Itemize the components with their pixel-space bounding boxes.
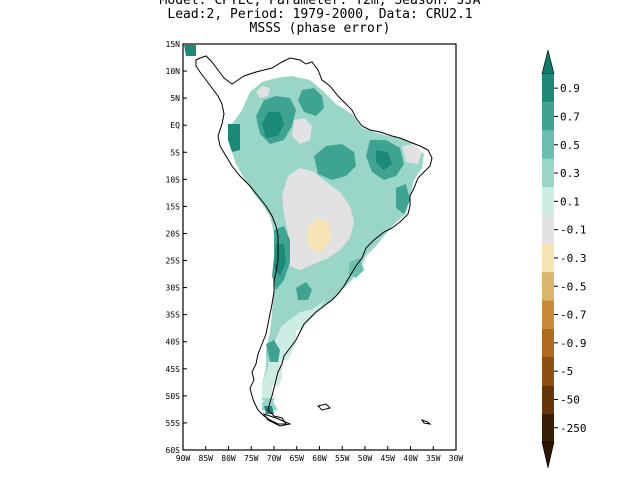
colorbar-segment — [542, 328, 554, 357]
colorbar-label: 0.9 — [560, 82, 580, 95]
field-region-grey-ne — [402, 144, 422, 164]
south-america-coast — [195, 55, 433, 425]
colorbar-label: -0.9 — [560, 337, 587, 350]
lat-tick-label: 25S — [166, 257, 181, 266]
colorbar-segment — [542, 187, 554, 216]
colorbar-label: -0.1 — [560, 224, 587, 237]
colorbar-label: -0.3 — [560, 252, 587, 265]
title-line-3: MSSS (phase error) — [249, 21, 391, 36]
lat-tick-label: 50S — [166, 392, 181, 401]
colorbar-label: 0.1 — [560, 195, 580, 208]
colorbar: 0.9 0.7 0.5 0.3 0.1 -0.1 -0.3 -0.5 -0.7 -0.9 -5 -50… — [541, 49, 587, 468]
missing-data-mask — [296, 330, 314, 344]
colorbar-segment — [542, 413, 554, 442]
title-line-1: Model: CPTEC, Parameter: T2m, Season: JJ… — [159, 0, 481, 8]
field-region-tan-c — [308, 218, 332, 252]
colorbar-label: -50 — [560, 393, 580, 406]
lon-axis: 90W 85W 80W 75W 70W 65W 60W 55W 50W 45W 40W 35W 30W — [176, 446, 464, 463]
lat-tick-label: 15N — [166, 40, 181, 49]
lat-tick-label: 30S — [166, 284, 181, 293]
field-region-mid-se — [396, 184, 410, 214]
lat-tick-label: 10N — [166, 67, 181, 76]
field-region-dark-e — [376, 150, 392, 170]
tierra-del-fuego-coast — [262, 413, 292, 427]
lat-tick-label: 5S — [170, 148, 180, 157]
field-region-tip-dark — [264, 406, 274, 414]
field-region-mid-ss — [296, 282, 312, 300]
field-region-mid-pat — [266, 340, 280, 362]
missing-data-mask — [232, 60, 260, 74]
field-region-grey-n — [292, 118, 312, 144]
lat-axis: 15N 10N 5N EQ 5S 10S 15S 20S 25S 30S 35S 40S 45S 50S 5… — [166, 40, 187, 455]
lat-tick-label: 20S — [166, 229, 181, 238]
missing-data-mask — [282, 360, 296, 378]
lat-tick-label: 60S — [166, 446, 181, 455]
field-region-mid-c — [314, 144, 356, 180]
colorbar-label: -0.5 — [560, 280, 587, 293]
colorbar-top-arrow — [541, 49, 555, 75]
colorbar-segment — [542, 385, 554, 414]
colorbar-segment — [542, 243, 554, 273]
lat-tick-label: 35S — [166, 311, 181, 320]
lon-tick-label: 30W — [449, 454, 464, 463]
colorbar-segment — [542, 158, 554, 188]
field-region-dark-n1 — [262, 112, 284, 138]
lat-tick-label: 5N — [170, 94, 180, 103]
colorbar-segment — [542, 357, 554, 386]
lat-tick-label: EQ — [170, 121, 180, 130]
colorbar-label: -0.7 — [560, 309, 587, 322]
lat-tick-label: 10S — [166, 175, 181, 184]
lon-tick-label: 60W — [312, 454, 327, 463]
colorbar-label: 0.7 — [560, 110, 580, 123]
field-region-dark-w — [228, 124, 240, 152]
colorbar-label: 0.5 — [560, 139, 580, 152]
lon-tick-label: 45W — [381, 454, 396, 463]
colorbar-segment — [542, 300, 554, 329]
missing-data-mask — [272, 386, 282, 398]
lon-tick-label: 50W — [358, 454, 373, 463]
field-region-nw-corner — [184, 45, 196, 56]
colorbar-segment — [542, 102, 554, 131]
south-georgia-coast — [420, 419, 432, 425]
lon-tick-label: 70W — [267, 454, 282, 463]
colorbar-segment — [542, 130, 554, 159]
lon-tick-label: 40W — [403, 454, 418, 463]
colorbar-bottom-arrow — [541, 441, 555, 468]
missing-data-mask — [316, 312, 334, 330]
colorbar-segment — [542, 74, 554, 103]
colorbar-segment — [542, 215, 554, 244]
colorbar-label: -5 — [560, 365, 573, 378]
lat-tick-label: 55S — [166, 419, 181, 428]
lon-tick-label: 65W — [290, 454, 305, 463]
field-region-grey-nw — [256, 86, 270, 98]
lon-tick-label: 35W — [426, 454, 441, 463]
lat-tick-label: 15S — [166, 202, 181, 211]
lat-tick-label: 45S — [166, 365, 181, 374]
falklands-coast — [317, 403, 331, 411]
coastline — [195, 55, 433, 427]
lon-tick-label: 90W — [176, 454, 191, 463]
colorbar-label: 0.3 — [560, 167, 580, 180]
missing-data-mask — [336, 298, 352, 314]
lon-tick-label: 75W — [244, 454, 259, 463]
lon-tick-label: 55W — [335, 454, 350, 463]
lon-tick-label: 85W — [199, 454, 214, 463]
lon-tick-label: 80W — [221, 454, 236, 463]
field-region-mid-n2 — [298, 88, 324, 116]
missing-data-mask — [356, 112, 372, 128]
lat-tick-label: 40S — [166, 338, 181, 347]
title-line-2: Lead:2, Period: 1979-2000, Data: CRU2.1 — [167, 7, 473, 22]
missing-data-mask — [330, 92, 352, 110]
colorbar-label: -250 — [560, 422, 587, 435]
colorbar-segment — [542, 272, 554, 301]
